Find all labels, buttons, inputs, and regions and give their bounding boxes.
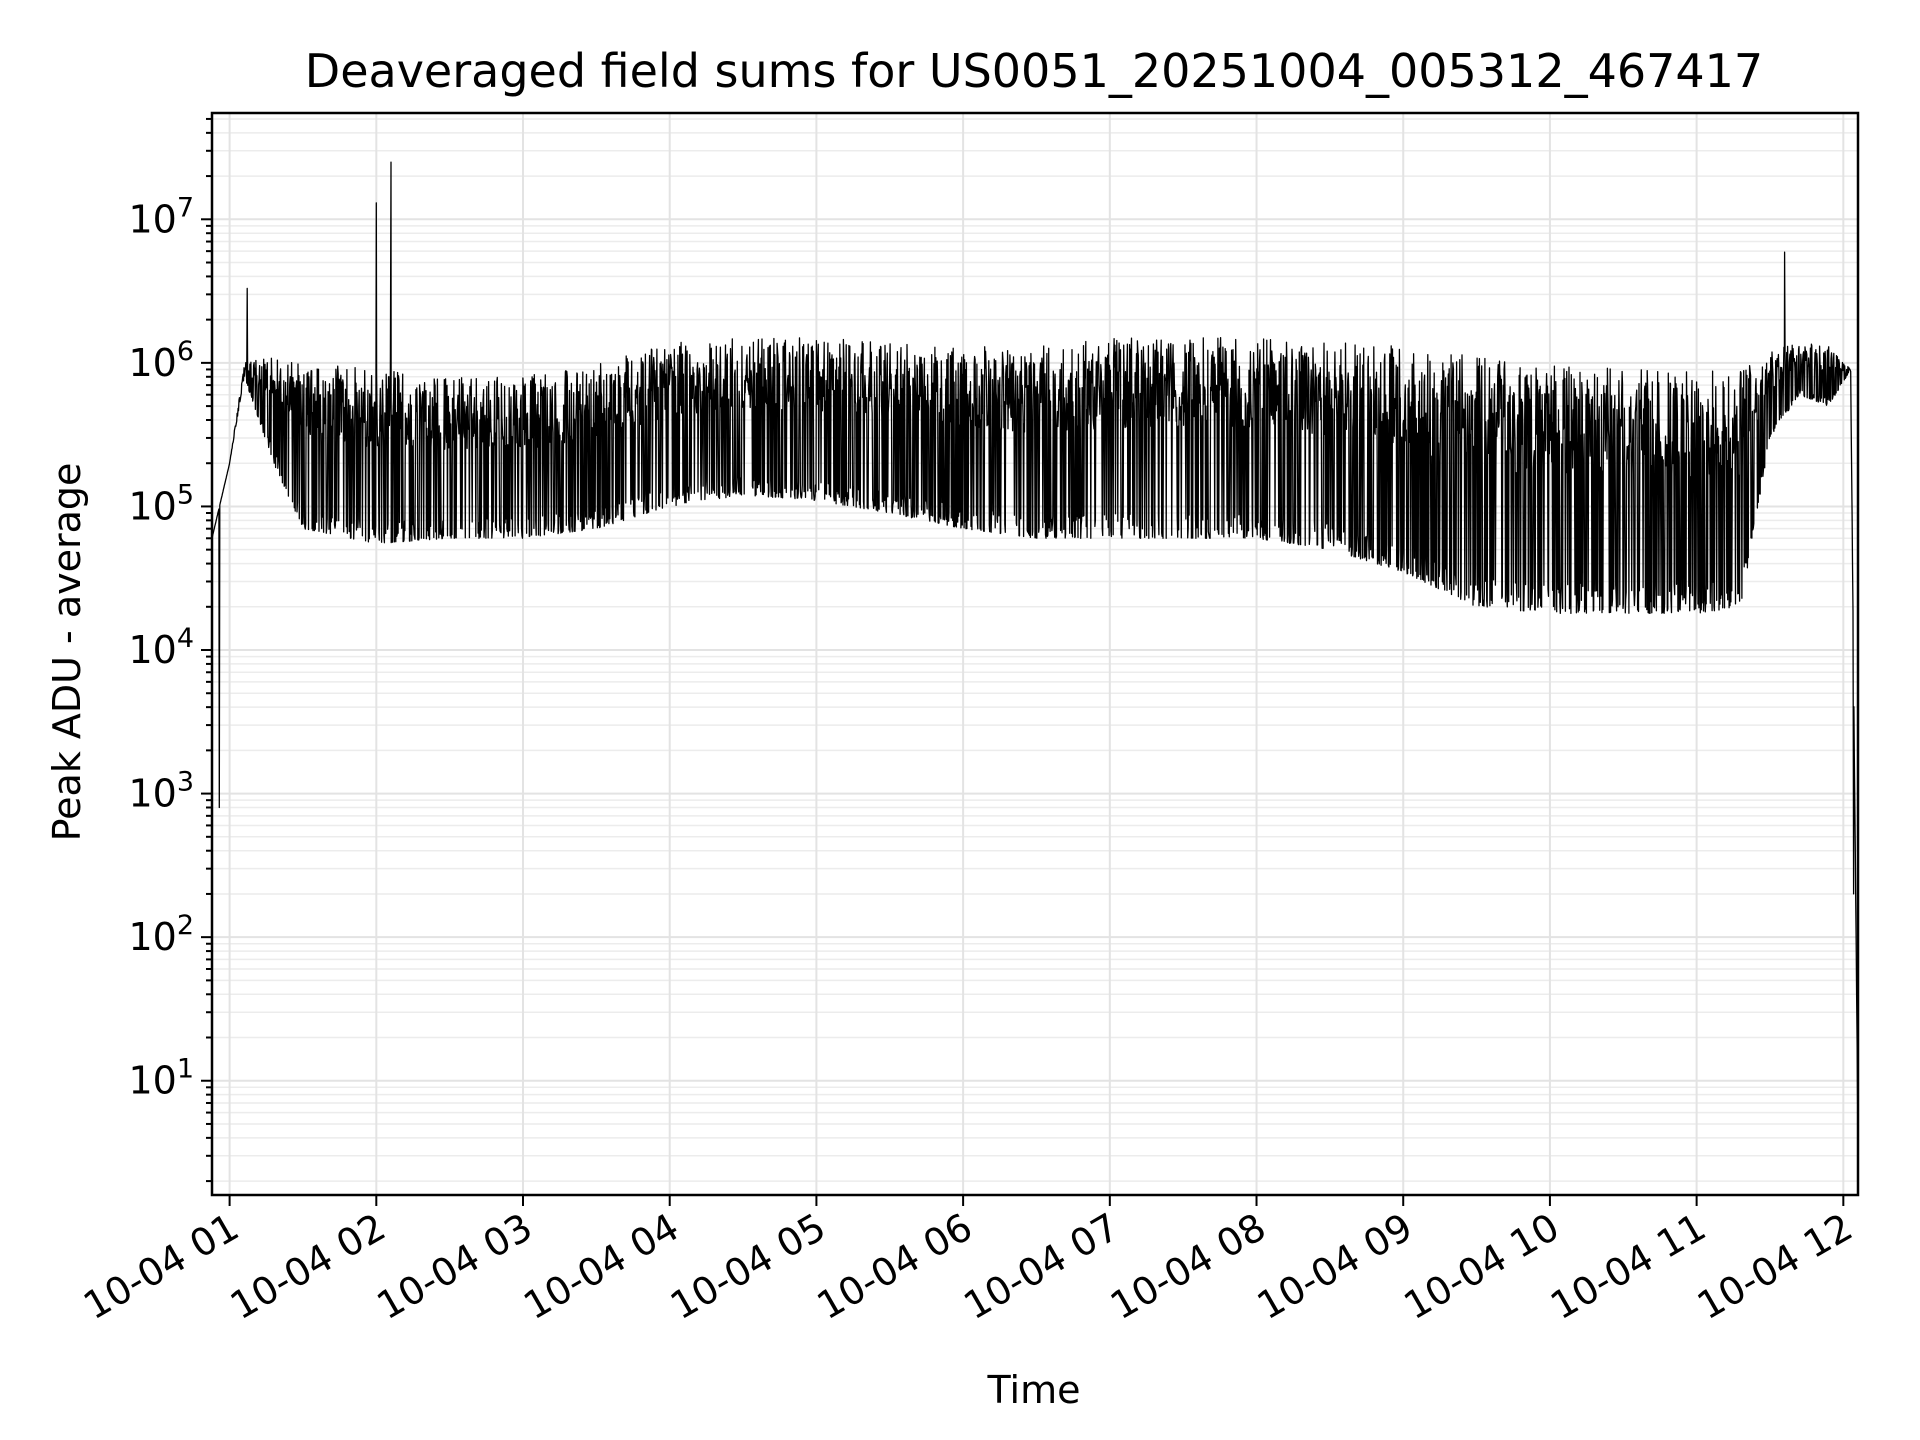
y-tick-labels: 101 102 103 104 105 106 107 [128,192,194,1102]
series-line [211,161,1859,1195]
y-tick-label: 104 [128,623,194,672]
y-tick-label: 107 [128,192,194,241]
plot-frame [210,111,1860,1197]
y-tick-label: 105 [128,479,194,528]
x-axis-label: Time [987,1368,1081,1412]
y-axis-label: Peak ADU - average [45,463,89,842]
y-tick-label: 103 [128,767,194,816]
minor-gridlines [212,118,1858,1182]
tick-marks [201,117,1845,1206]
y-tick-label: 102 [128,910,194,959]
y-tick-label: 101 [128,1054,194,1103]
y-tick-label: 106 [128,336,194,385]
chart-title: Deaveraged field sums for US0051_2025100… [305,44,1763,98]
series-layer [211,161,1859,1195]
major-gridlines [212,113,1858,1195]
